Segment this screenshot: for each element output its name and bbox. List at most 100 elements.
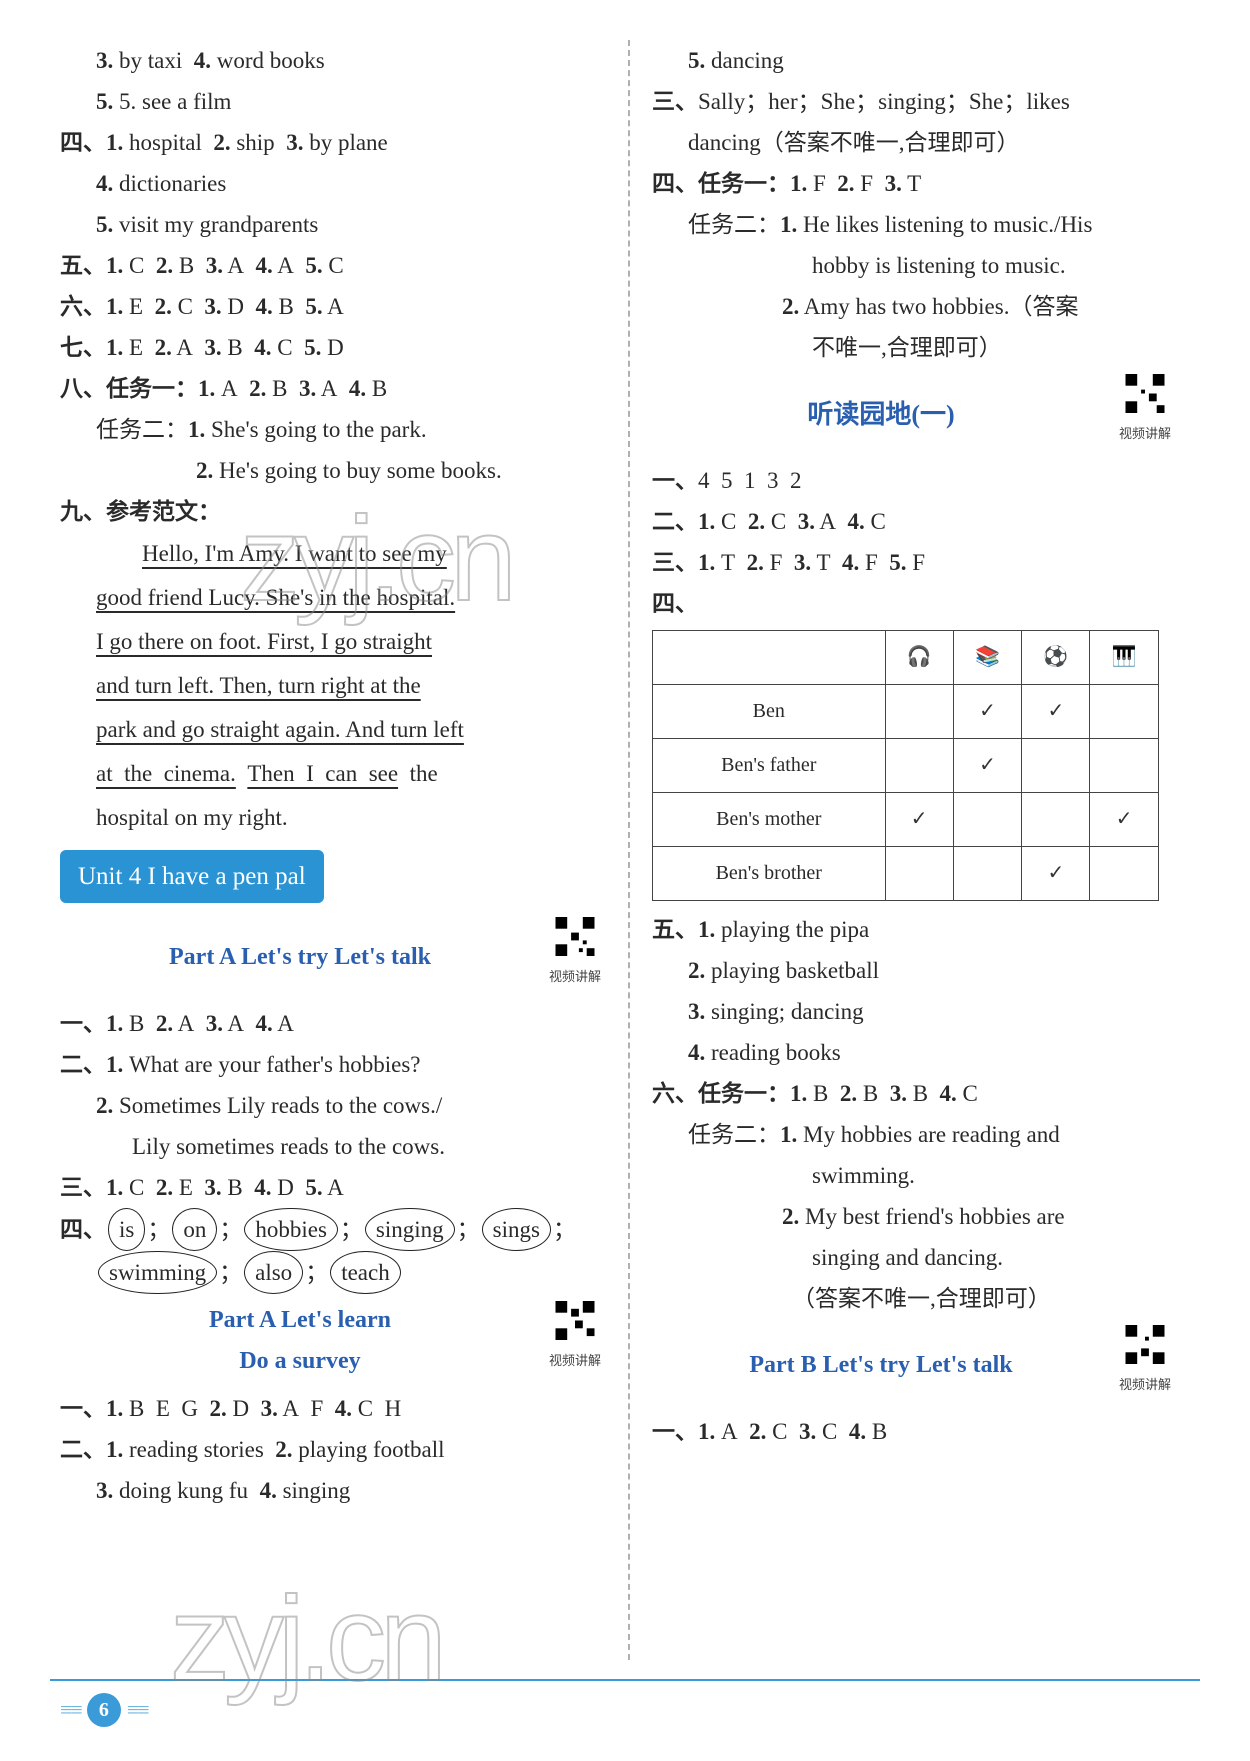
soccer-icon: ⚽ (1022, 631, 1090, 685)
page-footer: ≡≡ 6 ≡≡ (60, 1693, 148, 1727)
part-heading-row: Part A Let's try Let's talk 视频讲解 (60, 917, 610, 997)
text-line: 四、任务一：1. F 2. F 3. T (652, 163, 1180, 204)
oval-answer: swimming (98, 1251, 217, 1294)
text-line: 三、Sally；her；She；singing；She；likes (652, 81, 1180, 122)
text-line: 八、任务一：1. A 2. B 3. A 4. B (60, 368, 610, 409)
table-row: Ben's father ✓ (653, 739, 1159, 793)
text-line: 2. Amy has two hobbies.（答案 (652, 286, 1180, 327)
label: 任务二： (96, 417, 188, 442)
qr-icon (1113, 1325, 1177, 1364)
row-name: Ben (653, 685, 886, 739)
qr-icon (1113, 374, 1177, 413)
text-line: 二、1. C 2. C 3. A 4. C (652, 501, 1180, 542)
essay-line: and turn left. Then, turn right at the (96, 673, 421, 698)
text-line: 2. My best friend's hobbies are (652, 1196, 1180, 1237)
oval-answer: hobbies (244, 1208, 338, 1251)
cell (1090, 739, 1158, 793)
part-line: Part A Let's learn (209, 1307, 391, 1333)
text-line: 四、 (652, 583, 1180, 624)
qr-label: 视频讲解 (549, 956, 601, 997)
text-line: （答案不唯一,合理即可） (652, 1278, 1180, 1319)
cell (1090, 685, 1158, 739)
cell: ✓ (1022, 847, 1090, 901)
qr-code[interactable]: 视频讲解 (1110, 1325, 1180, 1405)
cell (885, 847, 953, 901)
cell (885, 739, 953, 793)
part-heading-row: Part A Let's learn Do a survey 视频讲解 (60, 1300, 610, 1382)
right-column: 5. dancing 三、Sally；her；She；singing；She；l… (630, 40, 1200, 1660)
activity-table: 🎧 📚 ⚽ 🎹 Ben✓✓ Ben's father✓ Ben's mother… (652, 630, 1159, 901)
footer-decoration: ≡≡ (60, 1697, 81, 1723)
text-line: 2. playing basketball (652, 950, 1180, 991)
essay-line: park and go straight again. And turn lef… (96, 717, 464, 742)
table-header-row: 🎧 📚 ⚽ 🎹 (653, 631, 1159, 685)
text-line: 2. Sometimes Lily reads to the cows./ (60, 1085, 610, 1126)
part-line: Do a survey (239, 1348, 360, 1374)
text-line: 不唯一,合理即可） (652, 327, 1180, 368)
oval-answer: is (108, 1208, 145, 1251)
table-row: Ben's brother ✓ (653, 847, 1159, 901)
cell: ✓ (953, 739, 1021, 793)
headphones-icon: 🎧 (885, 631, 953, 685)
text-line: 4. reading books (652, 1032, 1180, 1073)
unit-banner: Unit 4 I have a pen pal (60, 850, 324, 903)
text-line: 4. dictionaries (60, 163, 610, 204)
label: 四、 (652, 591, 698, 616)
row-name: Ben's mother (653, 793, 886, 847)
section-heading: 听读园地(一) (652, 394, 1110, 435)
oval-answer: teach (330, 1251, 401, 1294)
text-line: 九、参考范文： (60, 491, 610, 532)
label: 任务二： (688, 1122, 780, 1147)
qr-code[interactable]: 视频讲解 (540, 917, 610, 997)
text-line: 二、1. reading stories 2. playing football (60, 1429, 610, 1470)
row-name: Ben's brother (653, 847, 886, 901)
qr-code[interactable]: 视频讲解 (540, 1301, 610, 1381)
oval-answer: singing (365, 1208, 455, 1251)
essay-block: Hello, I'm Amy. I want to see my good fr… (60, 532, 610, 840)
text-line: 5. visit my grandparents (60, 204, 610, 245)
text-line: swimming. (652, 1155, 1180, 1196)
answer: 5. see a film (119, 89, 231, 114)
text-line: 六、1. E 2. C 3. D 4. B 5. A (60, 286, 610, 327)
essay-line: I go there on foot. First, I go straight (96, 629, 432, 654)
qr-label: 视频讲解 (549, 1340, 601, 1381)
left-column: 3. by taxi 4. word books 5. 5. see a fil… (60, 40, 630, 1660)
label: 四、 (60, 1217, 106, 1242)
text-line: 任务二：1. She's going to the park. (60, 409, 610, 450)
qr-label: 视频讲解 (1119, 1364, 1171, 1405)
cell (1022, 793, 1090, 847)
cell (953, 793, 1021, 847)
text-line: 3. doing kung fu 4. singing (60, 1470, 610, 1511)
cell (885, 685, 953, 739)
cell: ✓ (953, 685, 1021, 739)
row-name: Ben's father (653, 739, 886, 793)
oval-answer: on (172, 1208, 217, 1251)
text-line: 七、1. E 2. A 3. B 4. C 5. D (60, 327, 610, 368)
table-row: Ben's mother✓✓ (653, 793, 1159, 847)
text-line: 三、1. T 2. F 3. T 4. F 5. F (652, 542, 1180, 583)
part-heading: Part A Let's try Let's talk (60, 937, 540, 978)
text-line: 3. by taxi 4. word books (60, 40, 610, 81)
text-line: 5. dancing (652, 40, 1180, 81)
cell (1090, 847, 1158, 901)
text-line: 2. He's going to buy some books. (60, 450, 610, 491)
oval-answer: sings (482, 1208, 551, 1251)
cell: ✓ (1090, 793, 1158, 847)
text-line: 五、1. C 2. B 3. A 4. A 5. C (60, 245, 610, 286)
text-line: Lily sometimes reads to the cows. (60, 1126, 610, 1167)
oval-line: 四、is；on；hobbies；singing；sings； (60, 1208, 610, 1251)
text-line: 一、1. B 2. A 3. A 4. A (60, 1003, 610, 1044)
essay-line: hospital on my right. (96, 805, 288, 830)
text-line: hobby is listening to music. (652, 245, 1180, 286)
footer-decoration: ≡≡ (127, 1697, 148, 1723)
section-heading-row: 听读园地(一) 视频讲解 (652, 374, 1180, 454)
text-line: 四、1. hospital 2. ship 3. by plane (60, 122, 610, 163)
part-heading: Part A Let's learn Do a survey (60, 1300, 540, 1382)
part-heading-row: Part B Let's try Let's talk 视频讲解 (652, 1325, 1180, 1405)
cell (953, 847, 1021, 901)
table-row: Ben✓✓ (653, 685, 1159, 739)
text-line: singing and dancing. (652, 1237, 1180, 1278)
qr-code[interactable]: 视频讲解 (1110, 374, 1180, 454)
text-line: 一、1. A 2. C 3. C 4. B (652, 1411, 1180, 1452)
text-line: 三、1. C 2. E 3. B 4. D 5. A (60, 1167, 610, 1208)
